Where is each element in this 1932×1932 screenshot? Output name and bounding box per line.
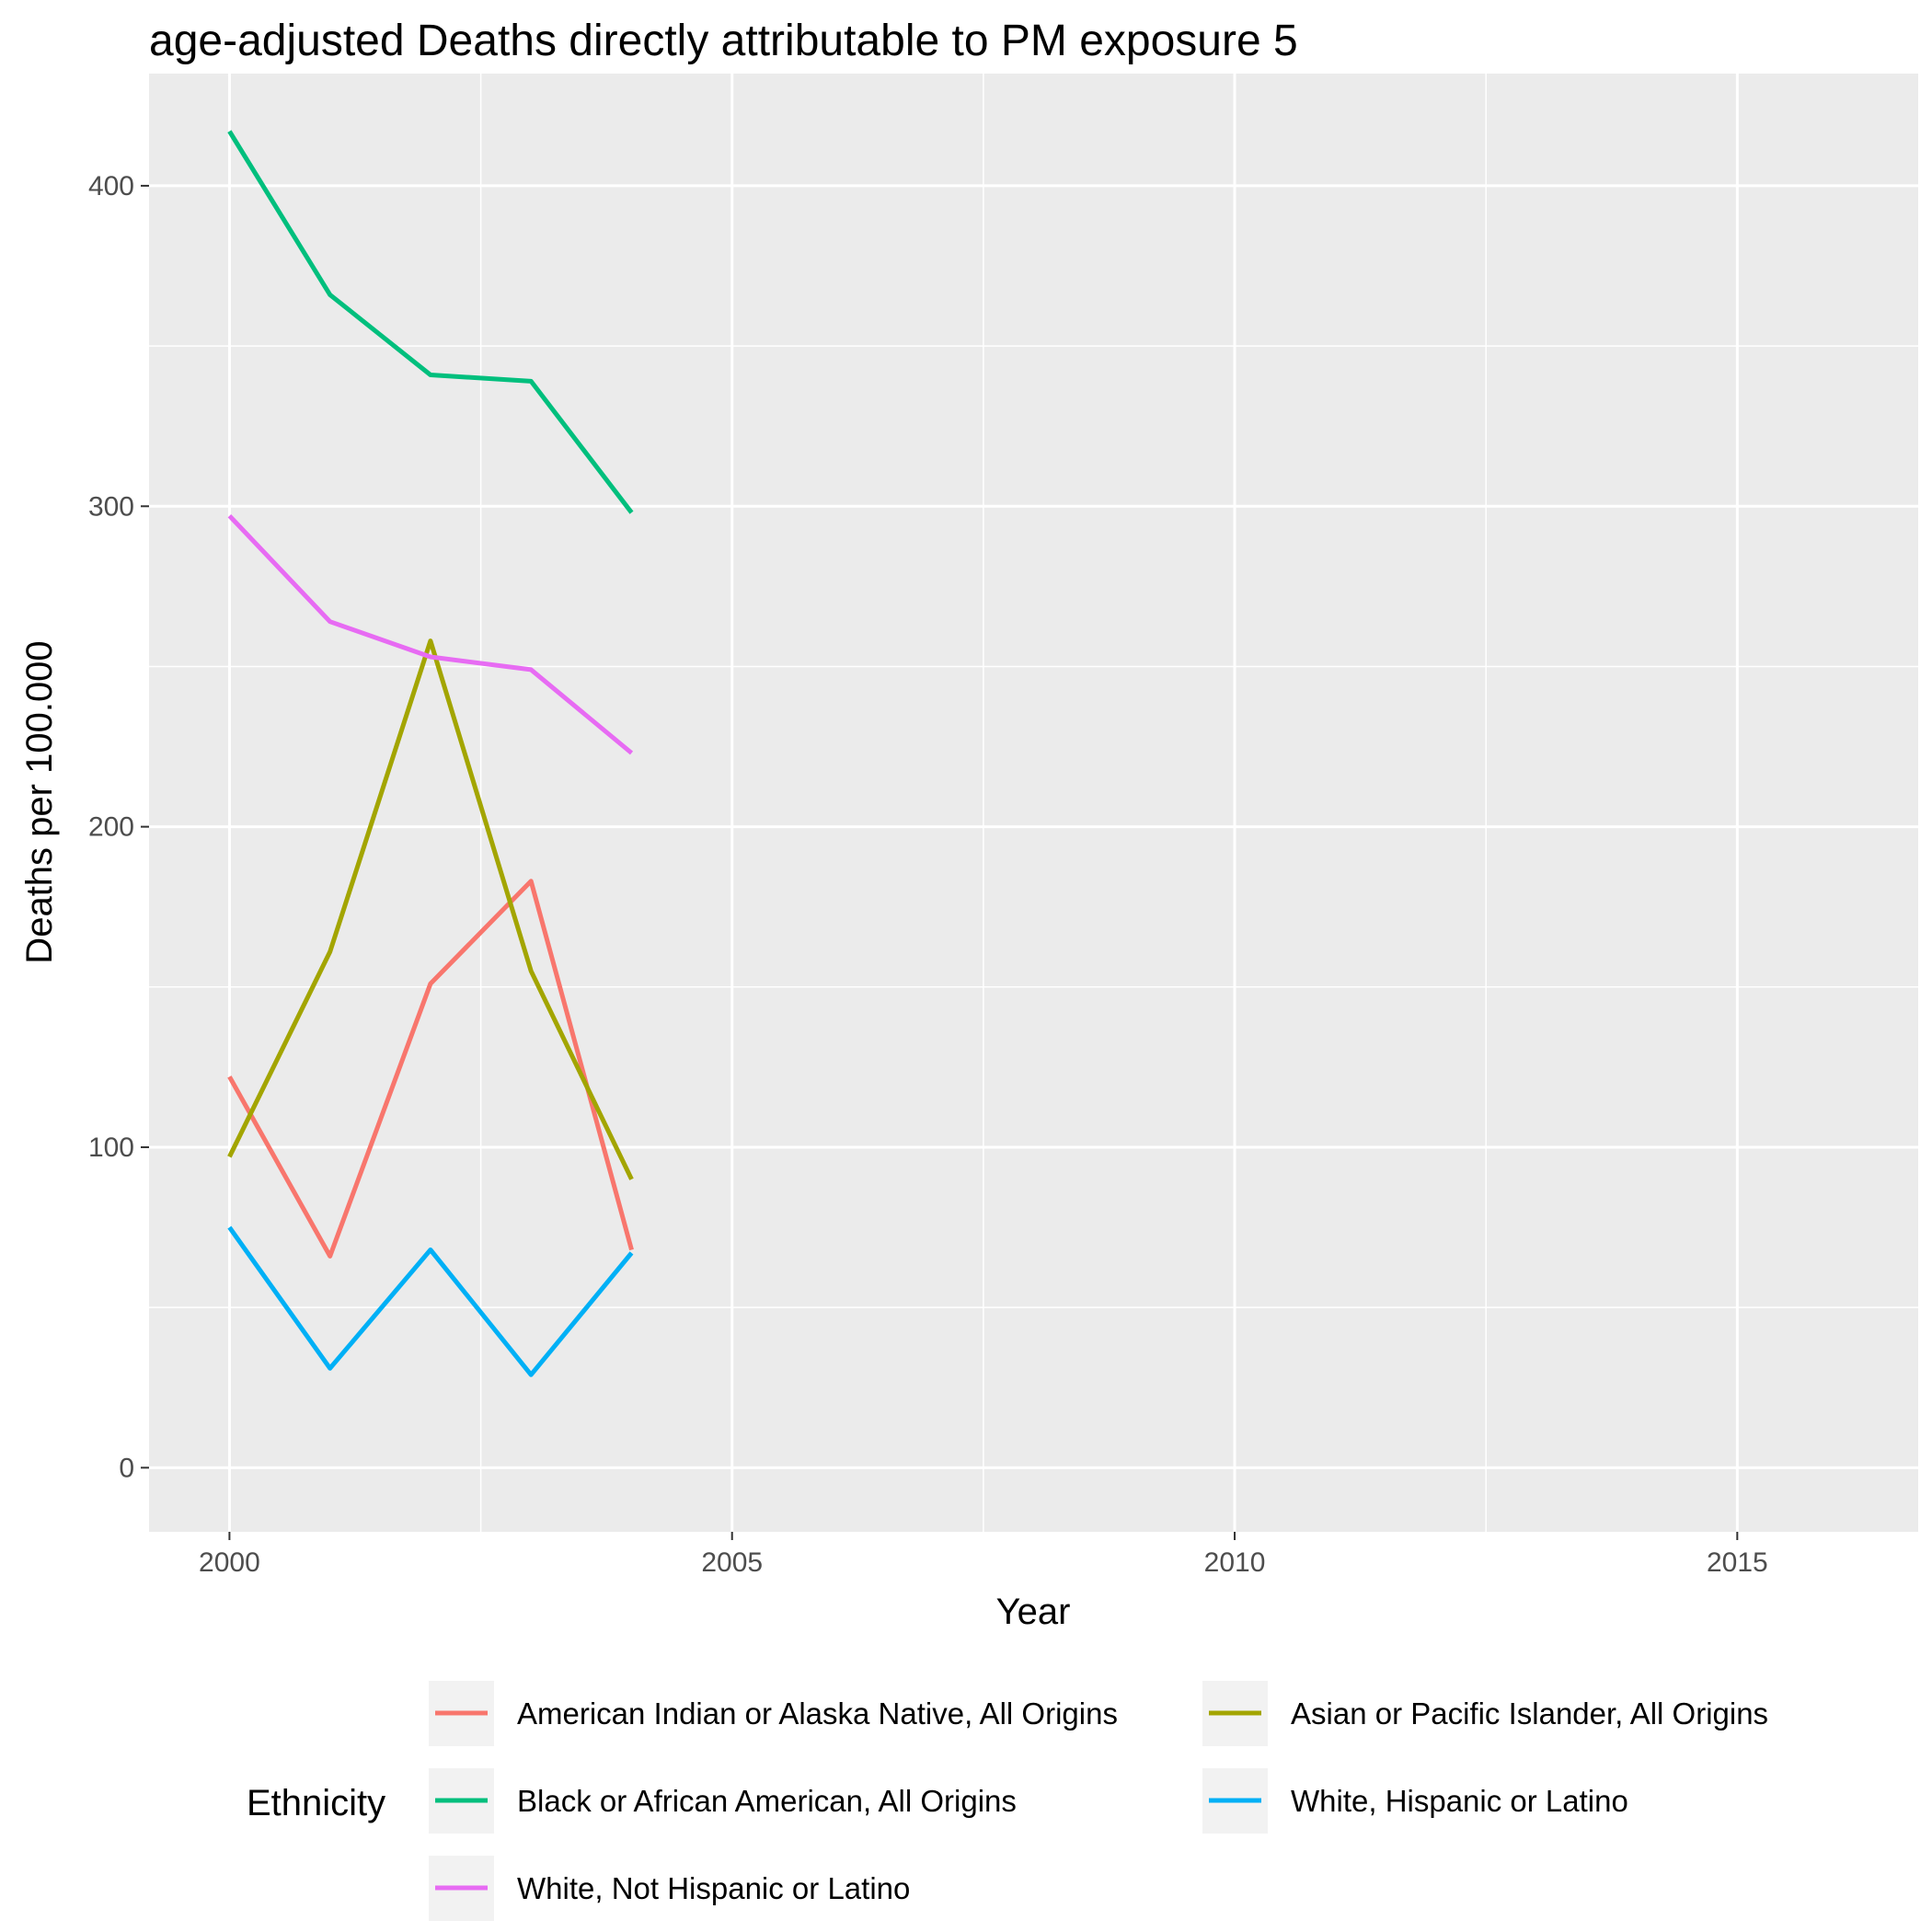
plot-panel [149, 74, 1918, 1532]
legend-label: White, Hispanic or Latino [1291, 1784, 1628, 1818]
grid [149, 74, 1918, 1532]
legend-label: American Indian or Alaska Native, All Or… [517, 1696, 1118, 1731]
x-tick-label: 2005 [701, 1547, 763, 1578]
legend-title: Ethnicity [247, 1783, 385, 1823]
legend-label: Black or African American, All Origins [517, 1784, 1017, 1818]
series-line-2 [227, 638, 634, 1180]
chart-title: age-adjusted Deaths directly attributabl… [149, 17, 1298, 65]
x-tick-label: 2000 [199, 1547, 260, 1578]
y-tick-label: 100 [88, 1133, 134, 1163]
y-tick-label: 200 [88, 812, 134, 843]
series-line-3 [227, 130, 634, 514]
axes: 0 100 200 300 400 2000 2005 2010 2015 [88, 171, 1768, 1578]
x-axis-title: Year [996, 1592, 1071, 1632]
series-line-5 [227, 513, 634, 755]
y-tick-label: 400 [88, 171, 134, 201]
x-tick-label: 2010 [1204, 1547, 1266, 1578]
series-line-1 [227, 879, 634, 1259]
series-lines [227, 130, 634, 1377]
legend-label: White, Not Hispanic or Latino [517, 1871, 910, 1905]
x-tick-label: 2015 [1707, 1547, 1768, 1578]
legend-label: Asian or Pacific Islander, All Origins [1291, 1696, 1768, 1731]
series-line-4 [227, 1225, 634, 1377]
legend: Ethnicity American Indian or Alaska Nati… [247, 1681, 1768, 1921]
y-tick-label: 0 [119, 1453, 134, 1483]
y-axis-title: Deaths per 100.000 [19, 640, 60, 963]
y-tick-label: 300 [88, 491, 134, 522]
